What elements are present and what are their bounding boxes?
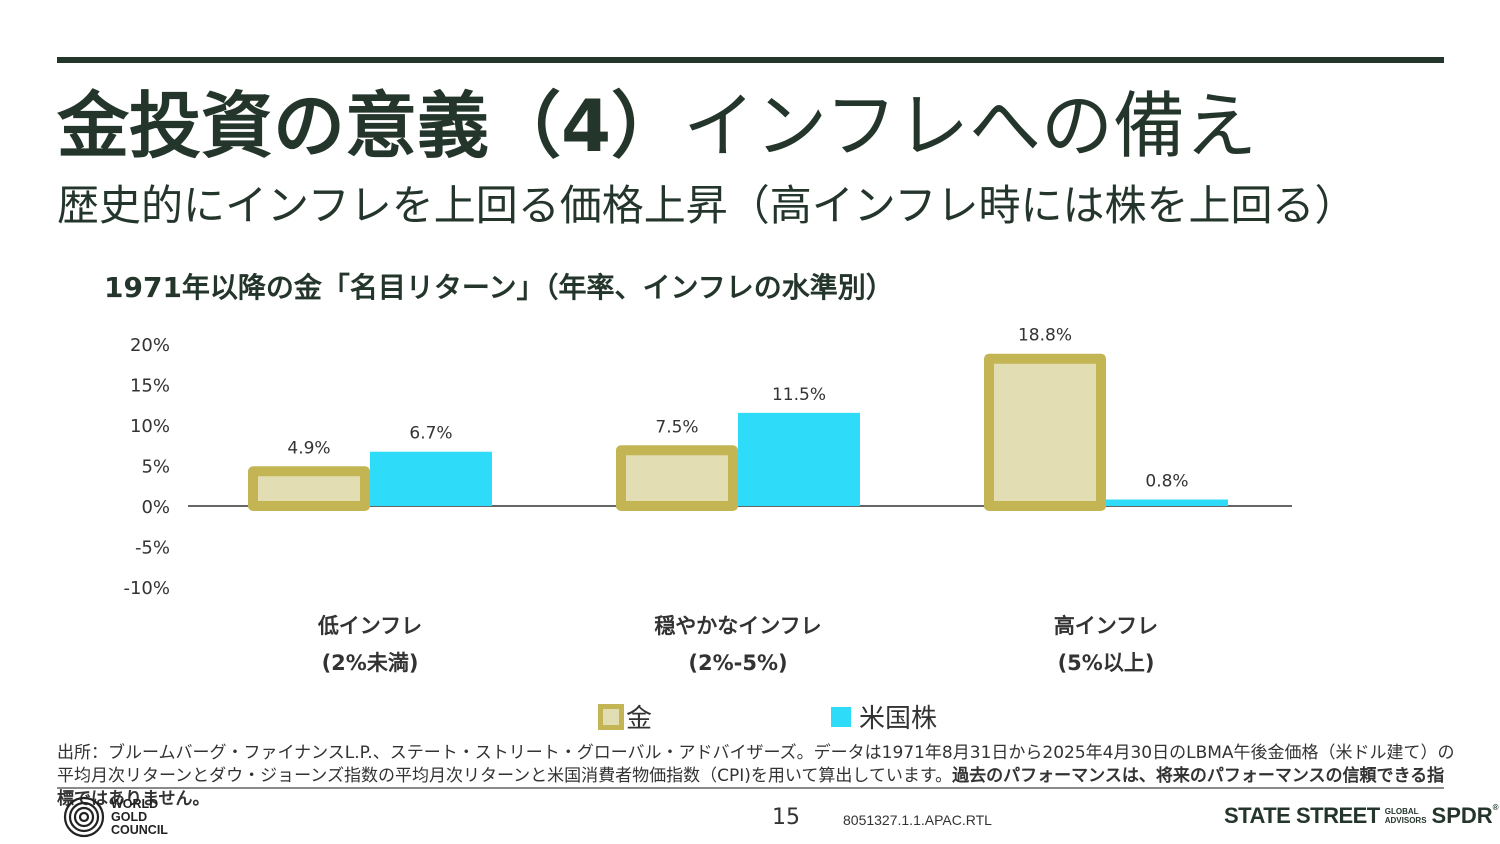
wgc-rings-icon (63, 796, 105, 838)
bar-gold (248, 466, 370, 511)
y-tick-label: 5% (141, 457, 170, 478)
chart-legend: 金 米国株 (0, 698, 1500, 734)
legend-label-gold: 金 (626, 704, 653, 734)
bar-us-stocks (738, 412, 860, 506)
bar-gold (616, 445, 738, 511)
legend-label-us-stocks: 米国株 (859, 704, 938, 734)
chart-title: 1971年以降の金「名目リターン」（年率、インフレの水準別） (104, 271, 894, 304)
title-bold: 金投資の意義（4） (57, 84, 684, 168)
source-text: 出所：ブルームバーグ・ファイナンスL.P.、ステート・ストリート・グローバル・ア… (57, 743, 1455, 786)
document-code: 8051327.1.1.APAC.RTL (843, 812, 992, 828)
wgc-line: WORLD (111, 796, 159, 811)
ga-line: GLOBAL (1384, 807, 1419, 816)
source-note: 出所：ブルームバーグ・ファイナンスL.P.、ステート・ストリート・グローバル・ア… (57, 742, 1457, 811)
category-label: 穏やかなインフレ (654, 614, 821, 638)
wgc-logo: WORLD GOLD COUNCIL (63, 796, 168, 838)
state-street-wordmark: STATE STREET (1224, 803, 1380, 828)
category-sublabel: (5%以上) (1058, 651, 1155, 675)
category-sublabel: (2%-5%) (688, 651, 787, 675)
y-tick-label: 20% (130, 335, 170, 356)
data-label: 11.5% (772, 385, 826, 405)
title-light: インフレへの備え (683, 84, 1257, 168)
data-label: 6.7% (409, 424, 452, 444)
bar-us-stocks (1106, 499, 1228, 506)
bar-chart: 20% 15% 10% 5% 0% -5% -10% 4.9% 7.5% 18.8% 6.7% 11.… (123, 326, 1292, 675)
bottom-rule (57, 787, 1444, 789)
legend-item-gold: 金 (598, 698, 652, 735)
page-number: 15 (772, 805, 800, 830)
spdr-text: SPDR (1431, 803, 1493, 828)
y-tick-label: -10% (123, 578, 170, 599)
data-label: 7.5% (655, 417, 698, 437)
category-label: 高インフレ (1054, 614, 1158, 638)
global-advisors-wordmark: GLOBAL ADVISORS (1385, 807, 1427, 825)
page-subtitle: 歴史的にインフレを上回る価格上昇（高インフレ時には株を上回る） (57, 181, 1357, 230)
gold-swatch-icon (598, 703, 624, 730)
ga-line: ADVISORS (1384, 816, 1427, 825)
disclaimer-text: 過去のパフォーマンスは、将来のパフォーマンスの信頼できる指標ではありません。 (57, 766, 1445, 809)
category-sublabel: (2%未満) (322, 651, 419, 675)
bar-gold (984, 353, 1106, 511)
top-rule (57, 57, 1444, 63)
wgc-wordmark: WORLD GOLD COUNCIL (111, 796, 168, 837)
y-tick-label: -5% (135, 538, 170, 559)
y-tick-label: 0% (141, 497, 170, 518)
wgc-line: COUNCIL (111, 822, 168, 837)
spdr-wordmark: SPDR® (1432, 803, 1499, 829)
category-label: 低インフレ (317, 614, 422, 638)
y-tick-label: 10% (130, 416, 170, 437)
bar-us-stocks (370, 451, 492, 506)
data-label: 18.8% (1018, 326, 1072, 346)
legend-item-us-stocks: 米国株 (831, 698, 937, 735)
page-title: 金投資の意義（4）インフレへの備え (57, 78, 1257, 174)
wgc-line: GOLD (111, 809, 148, 824)
ssga-spdr-logo: STATE STREET GLOBAL ADVISORS SPDR® (1224, 803, 1499, 829)
registered-mark: ® (1492, 803, 1499, 812)
us-stocks-swatch-icon (831, 706, 851, 727)
data-label: 0.8% (1145, 472, 1188, 492)
data-label: 4.9% (287, 438, 330, 458)
y-tick-label: 15% (130, 376, 170, 397)
